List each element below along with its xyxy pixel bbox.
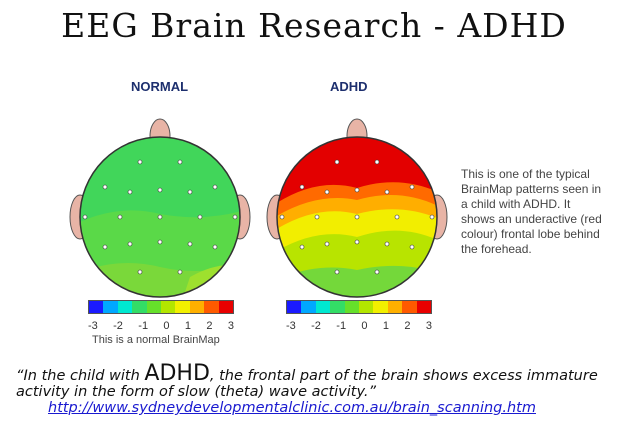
scale-tick: 1 (184, 320, 192, 332)
scale-swatch (315, 301, 331, 313)
quote-emphasis: ADHD (144, 361, 210, 386)
adhd-brain-map (266, 118, 448, 298)
scale-swatch (402, 301, 417, 313)
scale-swatch (161, 301, 176, 313)
scale-tick: 3 (425, 320, 432, 332)
scale-tick: -3 (88, 320, 98, 332)
scale-tick: 3 (227, 320, 234, 332)
scale-tick: -2 (311, 320, 321, 332)
scale-bar (286, 300, 432, 314)
scale-swatch (218, 301, 234, 313)
scale-bar (88, 300, 234, 314)
scale-swatch (146, 301, 162, 313)
scale-tick: 2 (404, 320, 411, 332)
adhd-map-label: ADHD (330, 79, 368, 94)
research-quote: “In the child with ADHD, the frontal par… (16, 363, 616, 401)
scale-swatch (89, 301, 104, 313)
scale-swatch (387, 301, 403, 313)
scale-swatch (330, 301, 345, 313)
normal-map-label: NORMAL (131, 79, 189, 94)
scale-swatch (287, 301, 302, 313)
scale-swatch (301, 301, 316, 313)
scale-swatch (344, 301, 360, 313)
normal-color-scale: -3 -2 -1 0 1 2 3 (88, 300, 234, 332)
scale-tick: 0 (163, 320, 170, 332)
scale-swatch (175, 301, 190, 313)
scale-ticks: -3 -2 -1 0 1 2 3 (286, 320, 432, 332)
scale-tick: 1 (382, 320, 390, 332)
source-link[interactable]: http://www.sydneydevelopmentalclinic.com… (48, 400, 536, 416)
normal-map-caption: This is a normal BrainMap (92, 334, 220, 346)
adhd-description: This is one of the typical BrainMap patt… (461, 167, 602, 256)
scale-swatch (204, 301, 219, 313)
adhd-color-scale: -3 -2 -1 0 1 2 3 (286, 300, 432, 332)
scale-swatch (103, 301, 118, 313)
scale-tick: -2 (113, 320, 123, 332)
scale-tick: 2 (206, 320, 213, 332)
scale-swatch (117, 301, 133, 313)
quote-open: “In the child with (16, 368, 145, 384)
scale-tick: -3 (286, 320, 296, 332)
scale-swatch (373, 301, 388, 313)
quote-rest: , the frontal part of the brain shows ex… (16, 368, 598, 400)
scale-ticks: -3 -2 -1 0 1 2 3 (88, 320, 234, 332)
page-title: EEG Brain Research - ADHD (61, 6, 567, 45)
normal-brain-map (69, 118, 251, 298)
scale-swatch (416, 301, 432, 313)
scale-swatch (359, 301, 374, 313)
scale-swatch (189, 301, 205, 313)
scale-tick: 0 (361, 320, 368, 332)
scale-tick: -1 (336, 320, 347, 332)
scale-tick: -1 (138, 320, 149, 332)
scale-swatch (132, 301, 147, 313)
